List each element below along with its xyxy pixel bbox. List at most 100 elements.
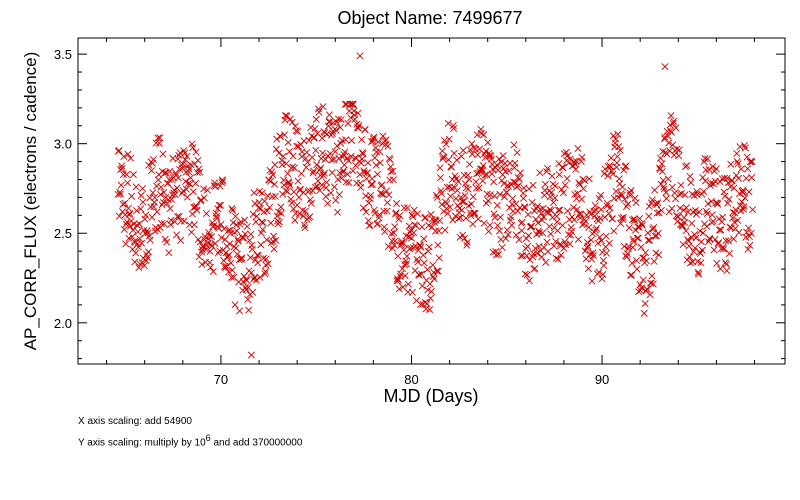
data-point bbox=[248, 245, 256, 253]
data-point bbox=[138, 184, 147, 192]
data-point bbox=[748, 174, 756, 182]
data-point bbox=[402, 260, 411, 268]
data-point bbox=[528, 198, 536, 206]
data-point bbox=[698, 246, 706, 254]
data-point bbox=[444, 209, 452, 217]
data-point bbox=[639, 276, 647, 284]
data-point bbox=[354, 109, 362, 117]
data-point bbox=[619, 215, 627, 223]
data-point bbox=[738, 198, 746, 206]
data-point bbox=[713, 259, 721, 267]
data-point bbox=[632, 256, 641, 264]
data-point bbox=[709, 217, 717, 225]
data-point bbox=[302, 163, 310, 171]
data-point bbox=[309, 169, 317, 177]
data-point bbox=[727, 160, 735, 168]
data-point bbox=[241, 230, 249, 238]
data-point bbox=[226, 226, 234, 234]
data-point bbox=[696, 249, 704, 257]
data-point bbox=[368, 180, 377, 188]
data-point bbox=[614, 194, 622, 202]
data-point bbox=[515, 236, 523, 244]
data-point bbox=[374, 138, 382, 146]
data-point bbox=[717, 226, 725, 234]
data-point bbox=[495, 250, 503, 258]
data-point bbox=[400, 204, 408, 212]
data-point bbox=[430, 275, 438, 283]
data-point bbox=[612, 135, 620, 143]
data-point bbox=[343, 155, 351, 163]
data-point bbox=[557, 251, 565, 259]
data-point bbox=[656, 164, 664, 172]
data-point bbox=[247, 230, 255, 238]
data-point bbox=[631, 194, 639, 202]
data-point bbox=[414, 258, 422, 266]
data-point bbox=[703, 222, 711, 230]
data-point bbox=[312, 115, 320, 123]
data-point bbox=[695, 208, 703, 216]
data-point bbox=[564, 207, 572, 215]
x-tick-label: 80 bbox=[404, 372, 418, 387]
data-point bbox=[471, 209, 479, 217]
data-point bbox=[116, 190, 124, 198]
data-point bbox=[664, 175, 672, 183]
data-point bbox=[659, 148, 667, 156]
data-point bbox=[712, 165, 720, 173]
data-point bbox=[332, 126, 340, 134]
data-point bbox=[638, 219, 646, 228]
data-point bbox=[645, 202, 653, 210]
data-point bbox=[272, 145, 280, 153]
data-point bbox=[653, 209, 661, 217]
data-point bbox=[674, 213, 682, 221]
data-point bbox=[588, 277, 596, 285]
data-point bbox=[217, 220, 225, 228]
data-point bbox=[499, 152, 507, 160]
data-point bbox=[337, 116, 345, 124]
data-point bbox=[644, 236, 652, 244]
data-point bbox=[261, 270, 269, 278]
data-point bbox=[720, 174, 728, 182]
data-point bbox=[715, 226, 724, 234]
data-point bbox=[535, 229, 543, 237]
data-point bbox=[697, 259, 705, 267]
data-point bbox=[134, 243, 142, 251]
data-point bbox=[306, 213, 314, 221]
data-point bbox=[174, 174, 182, 182]
data-point bbox=[578, 153, 586, 161]
data-point bbox=[393, 277, 401, 285]
data-point bbox=[317, 164, 325, 172]
data-point bbox=[710, 246, 718, 254]
data-point bbox=[140, 262, 148, 270]
data-point bbox=[605, 210, 613, 218]
data-point bbox=[486, 221, 494, 229]
data-point bbox=[722, 260, 730, 268]
data-point bbox=[297, 170, 305, 178]
data-point bbox=[255, 199, 263, 207]
data-point bbox=[307, 123, 315, 131]
data-point bbox=[369, 135, 377, 143]
data-point bbox=[534, 219, 542, 227]
data-point bbox=[445, 156, 453, 164]
data-point bbox=[559, 189, 567, 197]
data-point bbox=[491, 213, 499, 221]
data-point bbox=[412, 222, 420, 230]
data-point bbox=[308, 153, 316, 161]
data-point bbox=[312, 146, 320, 154]
data-point bbox=[313, 182, 321, 190]
data-point bbox=[603, 202, 611, 210]
data-point bbox=[582, 217, 590, 225]
data-point bbox=[156, 134, 164, 142]
data-point bbox=[472, 184, 480, 192]
data-point bbox=[598, 248, 606, 256]
data-point bbox=[463, 241, 471, 249]
data-point bbox=[453, 156, 461, 164]
data-point bbox=[300, 221, 308, 229]
data-point bbox=[117, 181, 125, 189]
data-point bbox=[434, 241, 442, 249]
data-point bbox=[568, 213, 576, 221]
data-point bbox=[529, 181, 537, 189]
data-point bbox=[179, 160, 187, 168]
data-point bbox=[259, 226, 267, 234]
data-point bbox=[260, 254, 268, 262]
data-point bbox=[475, 184, 483, 192]
